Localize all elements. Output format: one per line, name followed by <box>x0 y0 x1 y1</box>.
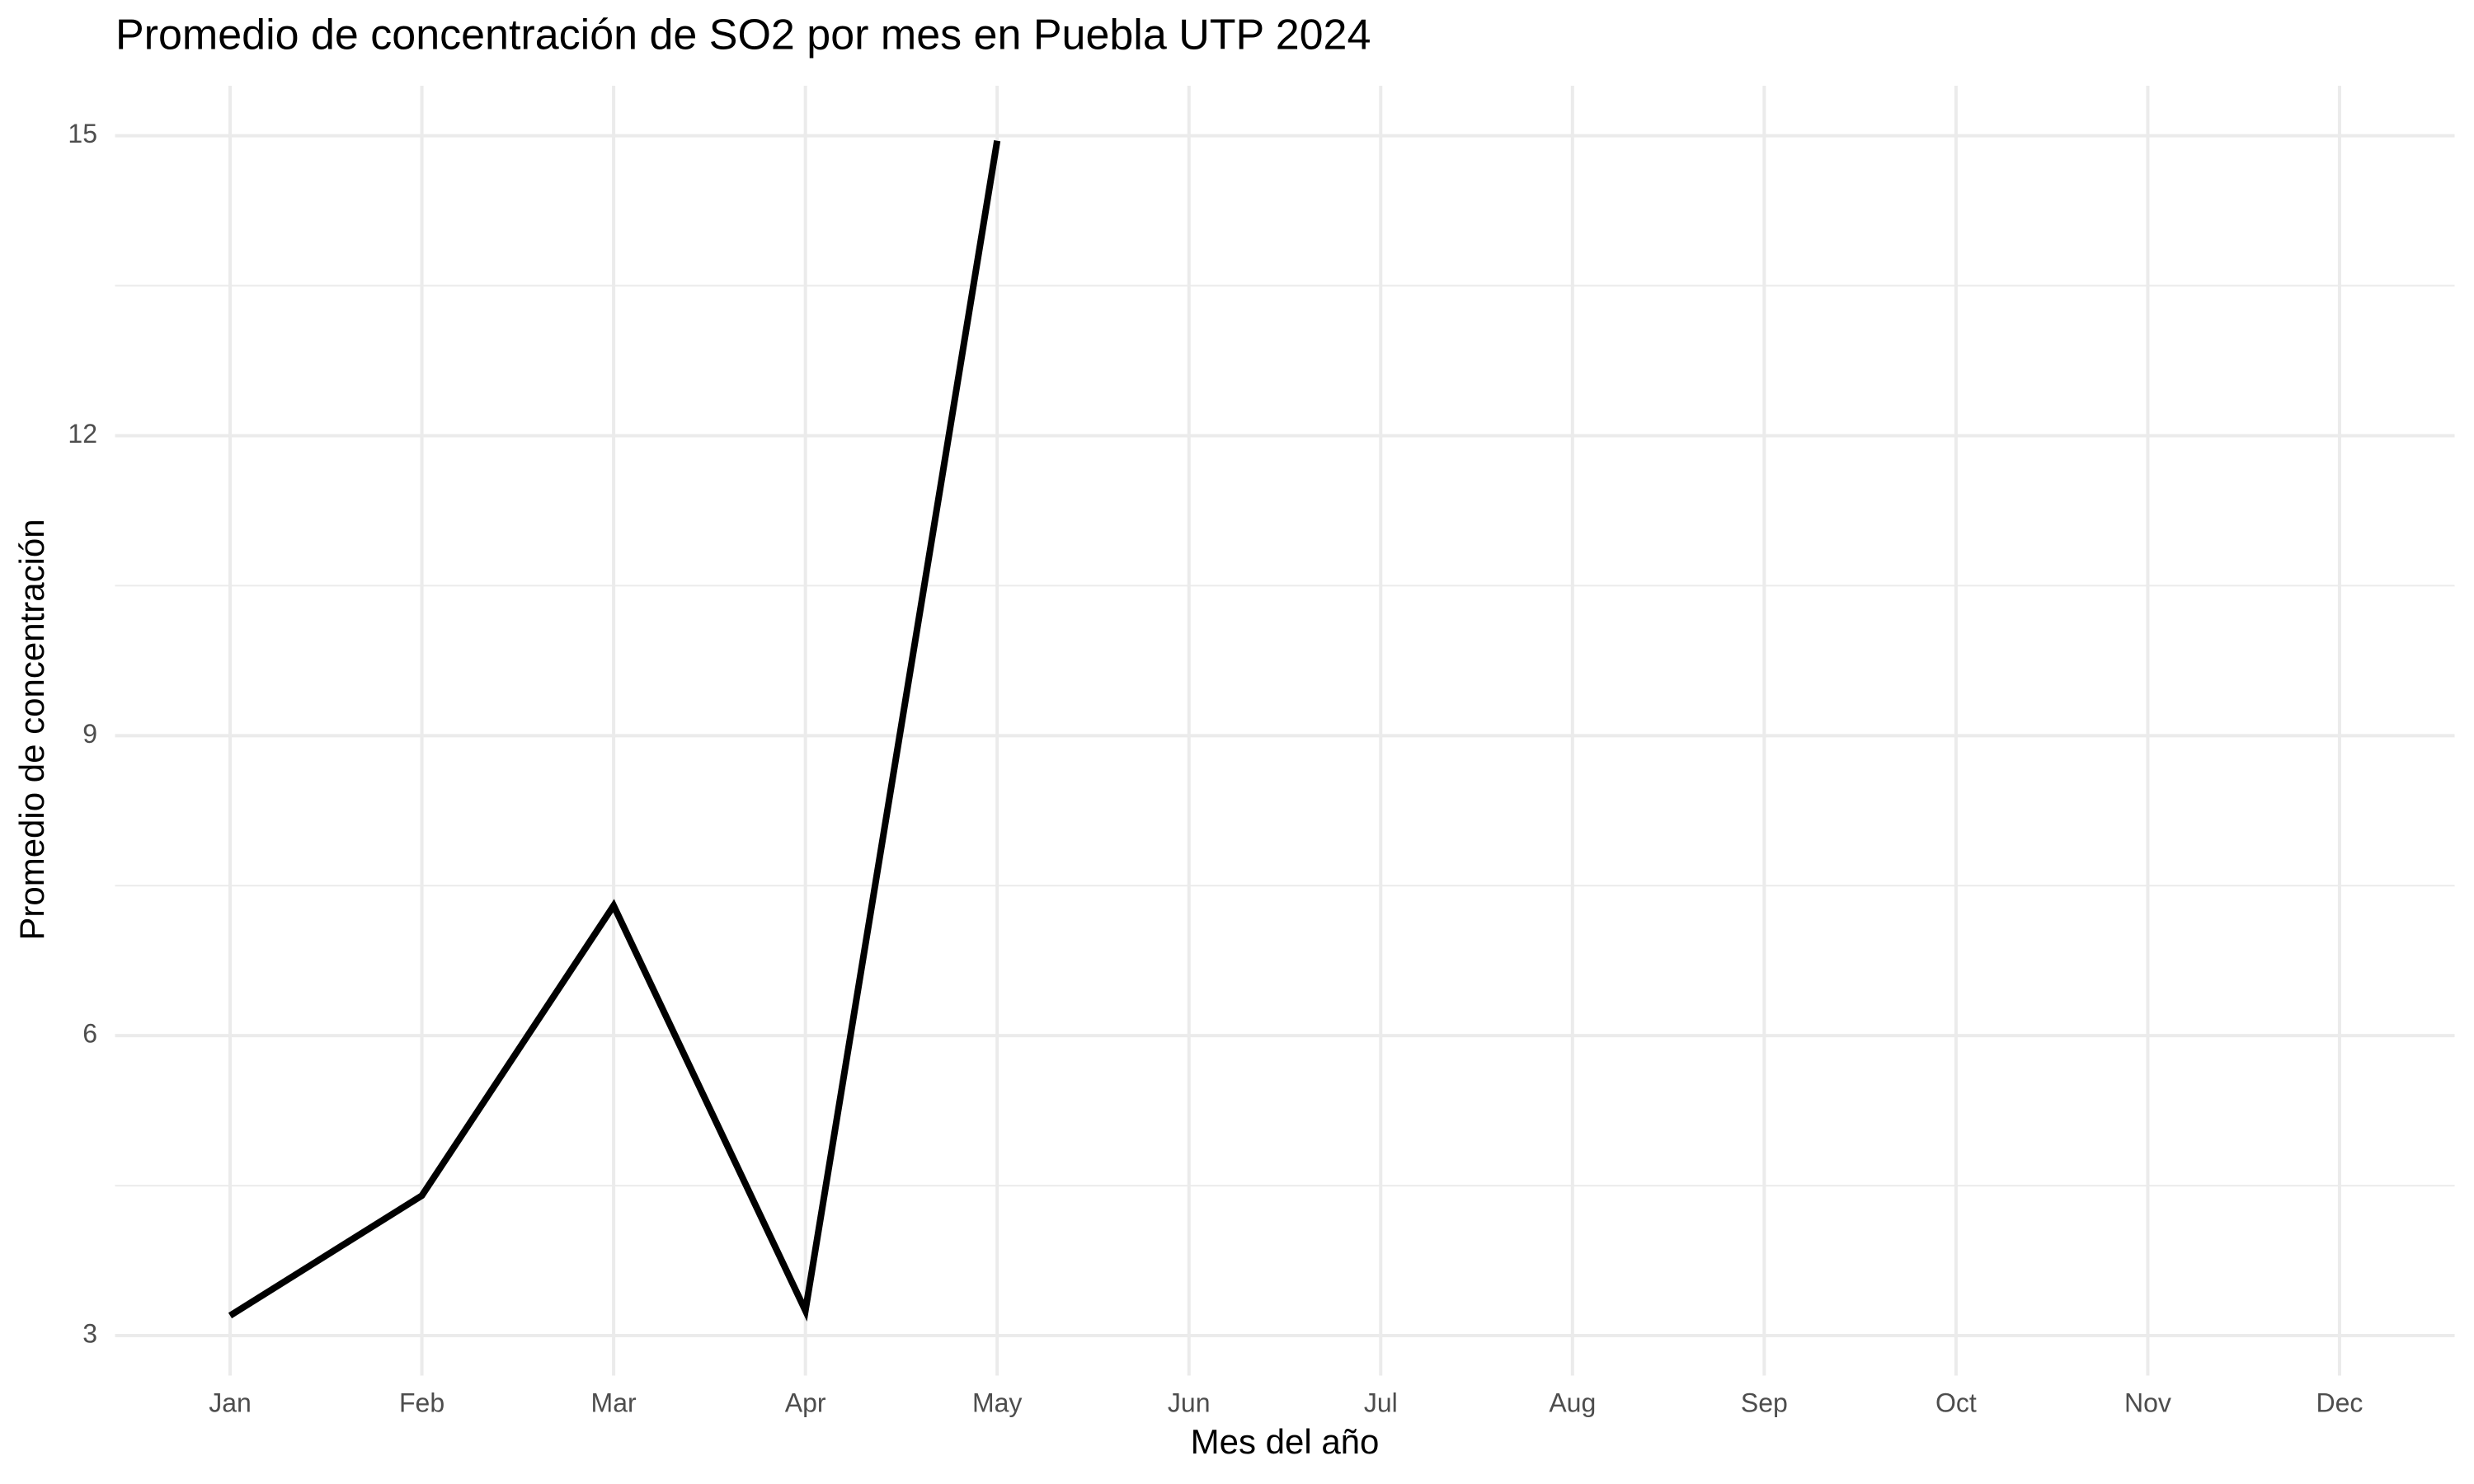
y-tick-label: 9 <box>82 719 97 749</box>
x-tick-label: Feb <box>399 1388 444 1417</box>
line-series <box>228 140 1001 1322</box>
x-tick-label: Oct <box>1935 1388 1977 1417</box>
x-tick-label: Sep <box>1741 1388 1788 1417</box>
grid <box>115 86 2455 1376</box>
x-tick-label: May <box>972 1388 1022 1417</box>
x-tick-label: Mar <box>591 1388 637 1417</box>
x-tick-label: Nov <box>2124 1388 2171 1417</box>
y-axis-title: Promedio de concentración <box>12 519 51 940</box>
x-tick-label: Jan <box>209 1388 252 1417</box>
x-axis-title: Mes del año <box>1191 1422 1380 1461</box>
y-tick-label: 3 <box>82 1318 97 1348</box>
x-tick-label: Apr <box>785 1388 826 1417</box>
x-tick-label: Jun <box>1168 1388 1211 1417</box>
y-tick-label: 12 <box>68 419 97 448</box>
x-tick-label: Dec <box>2316 1388 2363 1417</box>
chart-title: Promedio de concentración de SO2 por mes… <box>115 12 1371 59</box>
x-tick-label: Jul <box>1364 1388 1398 1417</box>
plot-marks <box>228 140 1001 1322</box>
x-tick-label: Aug <box>1549 1388 1596 1417</box>
y-tick-label: 15 <box>68 119 97 148</box>
y-tick-label: 6 <box>82 1019 97 1049</box>
